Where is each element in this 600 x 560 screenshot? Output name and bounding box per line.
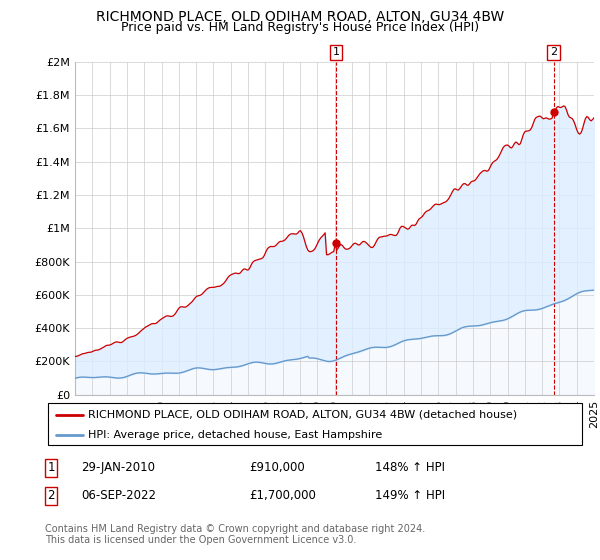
Text: 06-SEP-2022: 06-SEP-2022 [81,489,156,502]
Text: 1: 1 [332,48,340,58]
Text: Price paid vs. HM Land Registry's House Price Index (HPI): Price paid vs. HM Land Registry's House … [121,21,479,34]
FancyBboxPatch shape [48,403,582,445]
Text: 2: 2 [550,48,557,58]
Text: Contains HM Land Registry data © Crown copyright and database right 2024.
This d: Contains HM Land Registry data © Crown c… [45,524,425,545]
Text: RICHMOND PLACE, OLD ODIHAM ROAD, ALTON, GU34 4BW (detached house): RICHMOND PLACE, OLD ODIHAM ROAD, ALTON, … [88,410,517,420]
Text: HPI: Average price, detached house, East Hampshire: HPI: Average price, detached house, East… [88,430,382,440]
Text: 149% ↑ HPI: 149% ↑ HPI [375,489,445,502]
Text: 1: 1 [47,461,55,474]
Text: 29-JAN-2010: 29-JAN-2010 [81,461,155,474]
Text: £1,700,000: £1,700,000 [249,489,316,502]
Text: 2: 2 [47,489,55,502]
Text: 148% ↑ HPI: 148% ↑ HPI [375,461,445,474]
Text: RICHMOND PLACE, OLD ODIHAM ROAD, ALTON, GU34 4BW: RICHMOND PLACE, OLD ODIHAM ROAD, ALTON, … [96,10,504,24]
Text: £910,000: £910,000 [249,461,305,474]
